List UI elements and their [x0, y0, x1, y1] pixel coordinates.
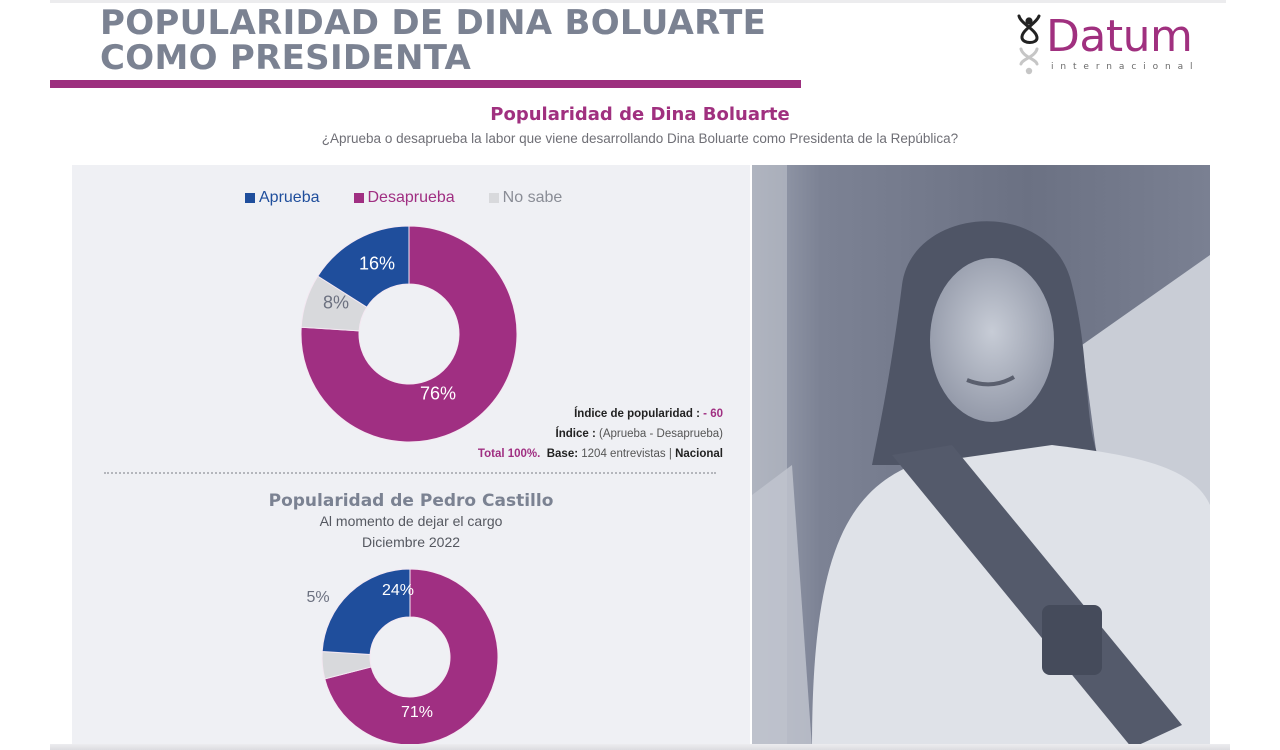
donut-chart-boluarte [300, 225, 518, 443]
page-title-line2: COMO PRESIDENTA [100, 38, 472, 78]
popularity-index: Índice de popularidad : - 60 [478, 404, 723, 424]
top-border [50, 0, 1226, 3]
legend-item-desaprueba: Desaprueba [353, 189, 455, 207]
page-bottom-edge [50, 744, 1230, 750]
legend-label-no-sabe: No sabe [502, 189, 563, 206]
chart-legend: Aprueba Desaprueba No sabe [245, 189, 562, 207]
legend-swatch-no-sabe [488, 193, 499, 203]
portrait-image [752, 165, 1210, 748]
datum-logo: Datum internacional [1016, 11, 1206, 78]
dotted-separator [104, 472, 716, 474]
popularity-index-label: Índice de popularidad : [574, 408, 700, 420]
datum-logo-subtitle: internacional [1051, 62, 1200, 72]
title-underline-bar [50, 80, 801, 88]
base-label: Base: [546, 448, 579, 460]
legend-item-aprueba: Aprueba [245, 189, 320, 207]
donut-segment-desaprueba [300, 225, 518, 443]
legend-swatch-aprueba [245, 193, 255, 203]
datum-figure-icon [1017, 14, 1041, 75]
donut1-label-desaprueba: 76% [419, 383, 457, 404]
sample-base: Total 100%. Base: 1204 entrevistas | Nac… [478, 444, 723, 464]
index-formula: Índice : (Aprueba - Desaprueba) [478, 424, 723, 444]
datum-logo-text: Datum [1046, 11, 1193, 62]
castillo-chart-title: Popularidad de Pedro Castillo [268, 491, 554, 511]
legend-label-desaprueba: Desaprueba [367, 189, 455, 206]
donut-chart-castillo [321, 568, 499, 746]
castillo-date: Diciembre 2022 [361, 534, 461, 550]
scope-value: Nacional [675, 448, 723, 460]
total-label: Total 100%. [477, 448, 541, 460]
base-separator: | [668, 448, 672, 460]
donut-segment-aprueba [317, 225, 410, 308]
index-formula-label: Índice : [555, 428, 596, 440]
legend-swatch-desaprueba [353, 193, 364, 203]
donut1-label-no-sabe: 8% [322, 292, 350, 313]
donut-segment-aprueba [321, 568, 411, 656]
chart-title: Popularidad de Dina Boluarte [490, 104, 790, 125]
donut2-label-desaprueba: 71% [400, 704, 434, 721]
legend-item-no-sabe: No sabe [488, 189, 563, 207]
index-formula-value: (Aprueba - Desaprueba) [598, 428, 723, 440]
donut2-label-aprueba: 24% [381, 582, 415, 599]
donut2-label-no-sabe: 5% [306, 589, 330, 606]
popularity-index-value: - 60 [703, 408, 723, 420]
page-title: POPULARIDAD DE DINA BOLUARTE COMO PRESID… [100, 6, 766, 76]
castillo-subtitle: Al momento de dejar el cargo [319, 513, 503, 529]
donut1-label-aprueba: 16% [358, 253, 396, 274]
page-title-line1: POPULARIDAD DE DINA BOLUARTE [100, 3, 767, 43]
base-value: 1204 entrevistas [581, 448, 666, 460]
president-photo [752, 165, 1210, 748]
survey-question: ¿Aprueba o desaprueba la labor que viene… [321, 131, 959, 146]
legend-label-aprueba: Aprueba [259, 189, 320, 206]
donut-segment-desaprueba [324, 568, 499, 746]
chart-notes: Índice de popularidad : - 60 Índice : (A… [478, 404, 723, 464]
